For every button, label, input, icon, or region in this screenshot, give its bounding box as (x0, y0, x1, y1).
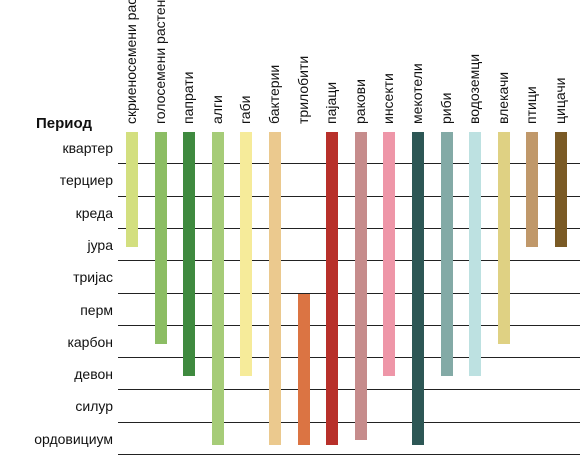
group-label: трилобити (294, 55, 311, 124)
period-divider (118, 324, 580, 326)
period-chart: Период квартер терциер креда јура тријас перм… (34, 0, 580, 455)
period-label: јура (87, 236, 113, 253)
group-range-bar (211, 132, 224, 445)
group-label: влекачи (494, 71, 511, 124)
period-divider (118, 421, 580, 423)
group-range-bar (269, 132, 281, 445)
group-label: бактерии (266, 64, 282, 124)
group-label: цицачи (552, 77, 568, 124)
period-label: креда (75, 204, 113, 221)
period-label: девон (74, 366, 113, 383)
group-range-bar (526, 132, 539, 247)
group-range-bar (555, 132, 567, 247)
period-divider (118, 357, 580, 359)
period-label: ордовициум (34, 430, 113, 447)
group-label: скриеносемени растенија (123, 0, 139, 124)
group-label: риби (437, 92, 454, 124)
period-label: тријас (73, 269, 113, 286)
group-range-bar (440, 132, 453, 376)
period-divider (118, 195, 580, 197)
group-range-bar (326, 132, 339, 445)
group-label: алги (208, 95, 225, 124)
group-range-bar (383, 132, 396, 376)
group-label: инсекти (380, 73, 397, 124)
group-label: папрати (180, 71, 197, 124)
group-range-bar (183, 132, 196, 376)
group-label: голосемени растенија (151, 0, 168, 124)
group-range-bar (126, 132, 138, 247)
period-label: квартер (62, 140, 114, 156)
group-label: ракови (351, 79, 368, 124)
period-divider (118, 389, 580, 391)
period-label: перм (80, 301, 113, 318)
group-label: водоземци (466, 53, 483, 124)
period-divider (118, 227, 580, 229)
period-label: терциер (59, 172, 113, 189)
group-range-bar (240, 132, 253, 376)
period-label: силур (75, 398, 113, 415)
period-header: Период (36, 115, 92, 132)
group-label: мекотели (409, 63, 425, 124)
group-range-bar (469, 132, 482, 376)
period-divider (118, 292, 580, 294)
group-range-bar (154, 132, 167, 344)
period-divider (118, 260, 580, 262)
group-range-bar (497, 132, 510, 344)
group-label: габи (237, 95, 254, 124)
period-divider (118, 163, 580, 165)
group-range-bar (297, 293, 310, 445)
group-range-bar (412, 132, 424, 445)
group-label: птици (523, 86, 540, 124)
group-label: пајаци (323, 81, 340, 124)
period-label: карбон (67, 333, 113, 350)
group-range-bar (354, 132, 367, 441)
